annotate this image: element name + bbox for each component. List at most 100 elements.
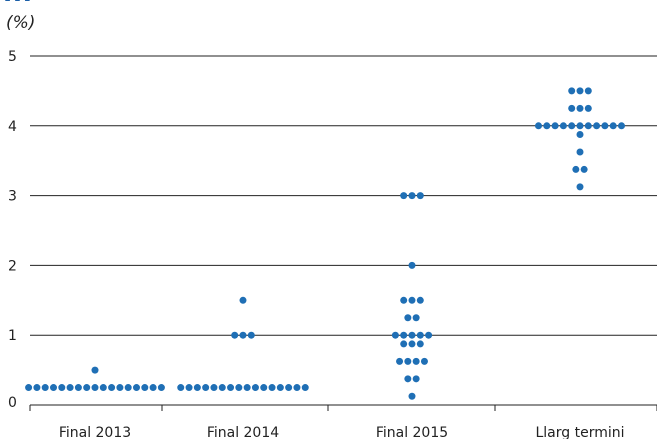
data-dot — [25, 384, 33, 392]
x-category-label: Llarg termini — [535, 425, 624, 439]
data-dot — [580, 165, 588, 173]
data-dot — [535, 122, 542, 130]
data-dot — [416, 296, 424, 304]
gridlines — [30, 55, 657, 336]
data-dot — [576, 131, 584, 139]
data-dot — [185, 384, 193, 392]
data-dot — [400, 331, 408, 339]
data-dot — [99, 384, 107, 392]
data-dot — [576, 104, 584, 112]
data-dot — [400, 296, 408, 304]
data-dot — [58, 384, 66, 392]
data-dot — [231, 331, 239, 339]
data-dot — [559, 122, 567, 130]
data-dot — [420, 357, 428, 365]
data-dot — [576, 122, 584, 130]
data-dot — [268, 384, 276, 392]
data-dot — [609, 122, 617, 130]
data-dot — [251, 384, 259, 392]
data-dot — [584, 122, 592, 130]
data-dot — [425, 331, 433, 339]
y-tick-label: 1 — [8, 328, 17, 344]
data-dot — [404, 375, 412, 383]
data-dot — [116, 384, 124, 392]
data-dot — [408, 392, 416, 400]
data-dot — [50, 384, 57, 392]
data-dot — [91, 384, 99, 392]
data-dot — [157, 384, 165, 392]
data-dot — [408, 261, 416, 269]
data-dot — [404, 357, 412, 365]
data-dot — [235, 384, 243, 392]
data-dot — [33, 384, 41, 392]
y-tick-label: 5 — [8, 49, 17, 65]
data-dot — [74, 384, 82, 392]
data-dot — [391, 331, 399, 339]
data-dot — [108, 384, 116, 392]
y-tick-label: 0 — [8, 395, 17, 411]
data-dot — [543, 122, 551, 130]
data-dot — [551, 122, 559, 130]
data-dot — [412, 375, 420, 383]
data-dot — [593, 122, 601, 130]
data-dot — [239, 331, 247, 339]
data-dot — [618, 122, 625, 130]
data-dot — [601, 122, 609, 130]
data-dot — [404, 314, 412, 322]
data-dot — [83, 384, 91, 392]
data-dot — [400, 340, 408, 348]
data-dot — [149, 384, 157, 392]
chart-title-fragment: ... — [0, 0, 657, 8]
data-points — [25, 87, 625, 400]
data-dot — [210, 384, 218, 392]
x-category-label: Final 2013 — [59, 425, 131, 439]
data-dot — [141, 384, 149, 392]
y-tick-labels: 0 1 2 3 4 5 — [8, 49, 17, 411]
data-dot — [133, 384, 140, 392]
data-dot — [41, 384, 49, 392]
data-dot — [408, 192, 416, 200]
data-dot — [177, 384, 185, 392]
data-dot — [576, 148, 584, 156]
data-dot — [576, 87, 584, 95]
data-dot — [408, 340, 416, 348]
data-dot — [408, 331, 416, 339]
data-dot — [285, 384, 293, 392]
data-dot — [400, 192, 408, 200]
data-dot — [218, 384, 226, 392]
data-dot — [227, 384, 235, 392]
data-dot — [243, 384, 251, 392]
data-dot — [568, 122, 576, 130]
data-dot — [568, 87, 576, 95]
data-dot — [91, 366, 99, 374]
data-dot — [416, 192, 424, 200]
data-dot — [416, 331, 424, 339]
data-dot — [293, 384, 301, 392]
data-dot — [66, 384, 74, 392]
data-dot — [568, 104, 576, 112]
data-dot — [412, 314, 420, 322]
data-dot — [247, 331, 255, 339]
data-dot — [239, 296, 247, 304]
data-dot — [202, 384, 210, 392]
x-category-label: Final 2015 — [376, 425, 448, 439]
y-tick-label: 2 — [8, 258, 17, 274]
x-category-label: Final 2014 — [207, 425, 279, 439]
data-dot — [276, 384, 284, 392]
y-unit-label: (%) — [6, 13, 35, 33]
data-dot — [576, 183, 584, 191]
data-dot — [396, 357, 404, 365]
data-dot — [124, 384, 132, 392]
y-tick-label: 3 — [8, 189, 17, 205]
data-dot — [260, 384, 268, 392]
data-dot — [416, 340, 424, 348]
data-dot — [584, 104, 592, 112]
data-dot — [408, 296, 416, 304]
data-dot — [412, 357, 420, 365]
data-dot — [193, 384, 201, 392]
data-dot — [301, 384, 309, 392]
data-dot — [572, 165, 580, 173]
y-tick-label: 4 — [8, 119, 17, 135]
data-dot — [584, 87, 592, 95]
